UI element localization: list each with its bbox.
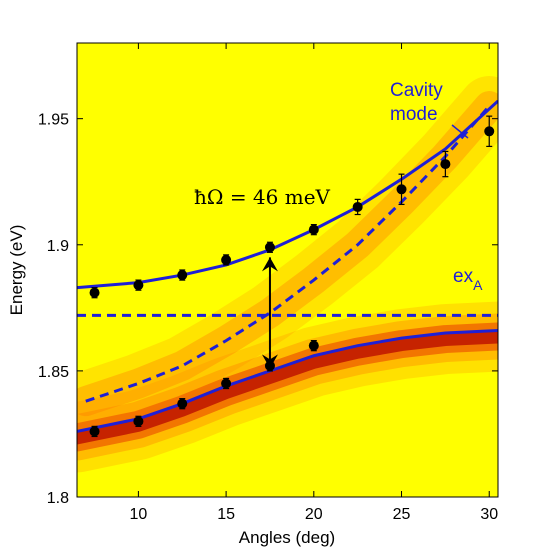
x-tick-label: 10 [129, 506, 147, 523]
exciton-label: exA [453, 266, 483, 293]
data-point [221, 254, 232, 265]
y-tick-label: 1.9 [47, 238, 69, 255]
y-tick-label: 1.8 [47, 490, 69, 507]
arrow-head-up [261, 257, 278, 272]
arrow-head-down [261, 354, 278, 369]
data-point [396, 184, 407, 195]
data-point [177, 270, 188, 281]
plot-frame [76, 42, 499, 498]
x-tick-label: 25 [393, 506, 411, 523]
rabi-splitting-label: ħΩ = 46 meV [194, 185, 331, 209]
x-tick-label: 15 [217, 506, 235, 523]
data-point [133, 416, 144, 427]
exciton-label-main: ex [453, 266, 474, 287]
rabi-splitting-arrow [261, 257, 278, 369]
data-point [89, 426, 100, 437]
heat-band-3 [77, 329, 498, 445]
x-tick-label: 20 [305, 506, 323, 523]
y-tick-label: 1.95 [38, 112, 69, 129]
cavity-mode-label-line2: mode [390, 104, 438, 125]
polariton-fit-line [77, 99, 498, 290]
x-axis-label: Angles (deg) [239, 528, 335, 547]
data-point [484, 126, 495, 137]
cavity-mode-pointer [451, 124, 469, 139]
fit-curves [77, 99, 498, 433]
cavity-mode-label-line1: Cavity [390, 80, 443, 101]
y-axis-label: Energy (eV) [7, 225, 26, 316]
data-point [89, 287, 100, 298]
data-point [177, 398, 188, 409]
data-point [221, 378, 232, 389]
y-tick-label: 1.85 [38, 364, 69, 381]
data-point [264, 242, 275, 253]
data-point [308, 224, 319, 235]
data-point [352, 201, 363, 212]
x-tick-label: 30 [480, 506, 498, 523]
axis-ticks: 10 15 20 25 30 1.8 1.85 1.9 1.95 [38, 43, 498, 523]
data-points [89, 115, 495, 438]
data-point [440, 159, 451, 170]
data-point [133, 280, 144, 291]
uncoupled-mode-line [85, 105, 491, 403]
data-point [308, 340, 319, 351]
polariton-fit-line [77, 329, 498, 433]
exciton-label-subscript: A [473, 277, 483, 293]
